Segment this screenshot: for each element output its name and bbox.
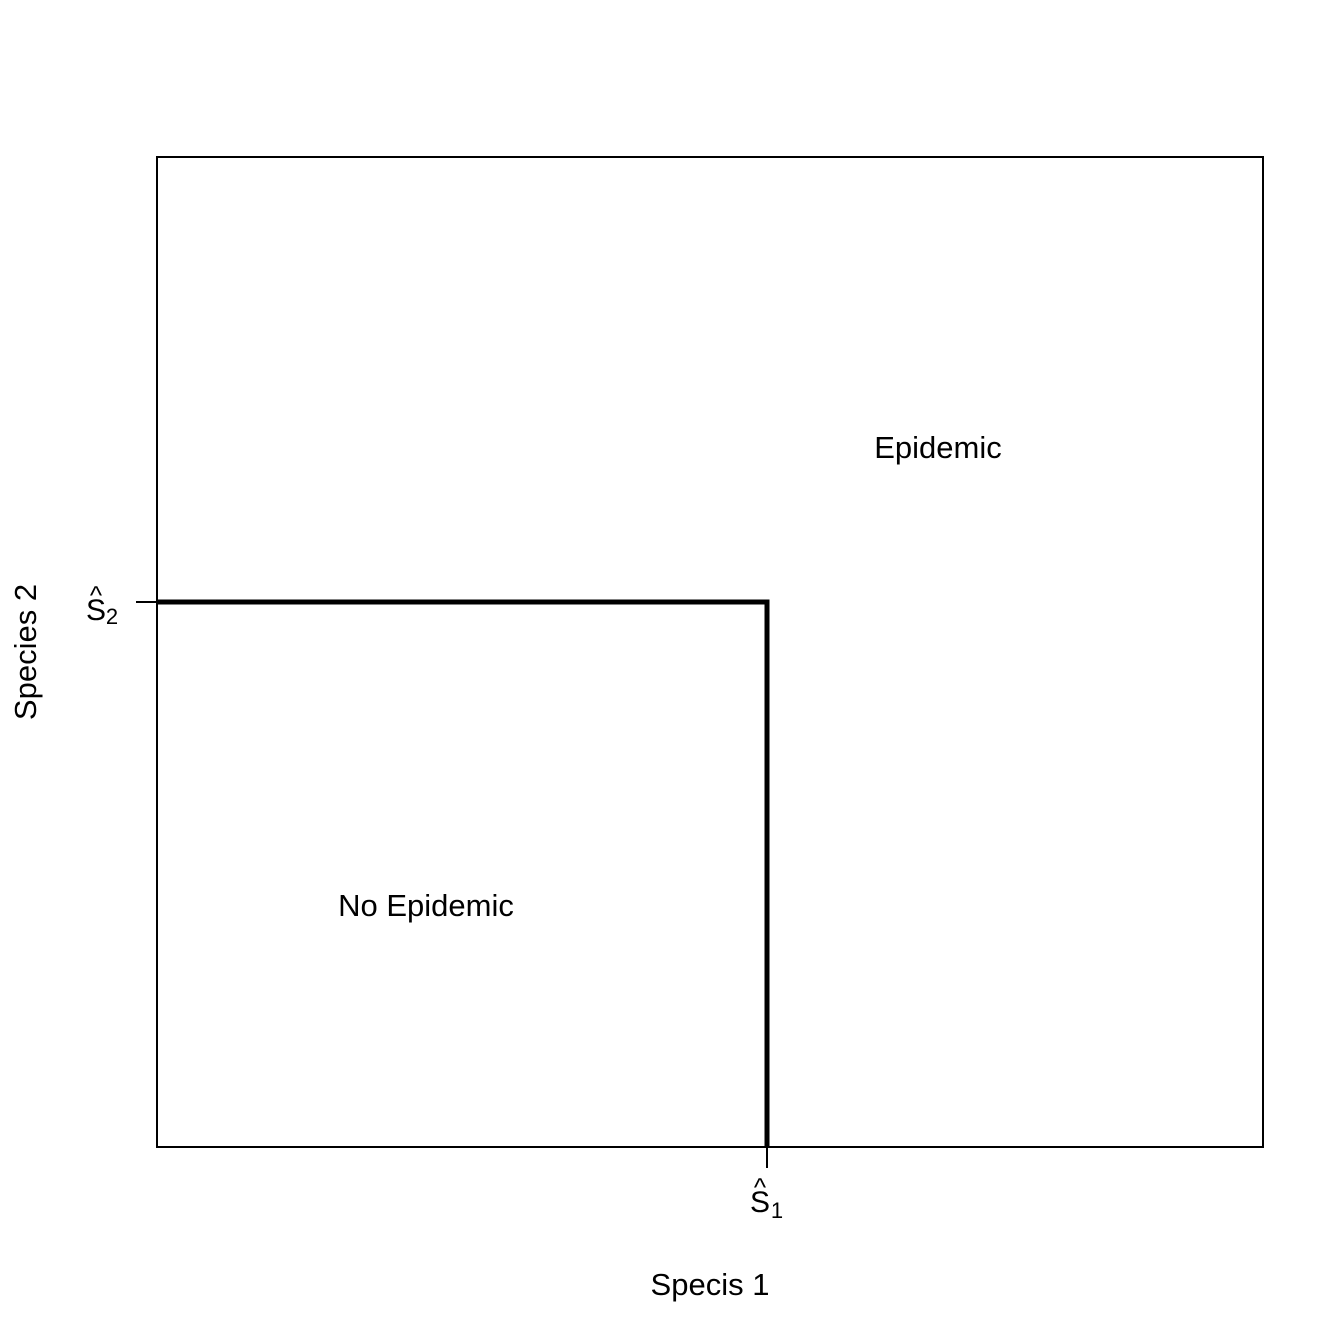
threshold-boundary: [157, 599, 770, 1147]
y-threshold-hat: ^: [90, 580, 103, 610]
x-threshold-label: ^ S 1: [750, 1172, 783, 1223]
x-axis-title: Specis 1: [651, 1267, 770, 1302]
y-threshold-symbol: S: [86, 594, 106, 627]
y-axis-title: Species 2: [8, 584, 43, 720]
region-label-epidemic: Epidemic: [874, 430, 1002, 465]
plot-frame: [156, 156, 1264, 1148]
y-threshold-subscript: 2: [106, 604, 118, 629]
x-threshold-hat: ^: [754, 1172, 767, 1202]
region-label-no-epidemic: No Epidemic: [338, 888, 514, 923]
y-threshold-label: ^ S 2: [86, 580, 118, 629]
x-threshold-symbol: S: [750, 1186, 770, 1219]
x-threshold-subscript: 1: [771, 1198, 783, 1223]
